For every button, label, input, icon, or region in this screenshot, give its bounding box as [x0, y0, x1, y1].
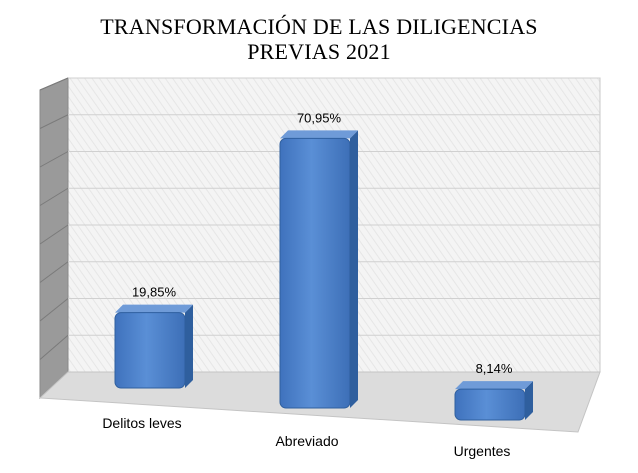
chart-title-line-2: PREVIAS 2021 [247, 39, 391, 64]
gridline-side [39, 334, 69, 360]
chart-title: TRANSFORMACIÓN DE LAS DILIGENCIAS PREVIA… [0, 14, 638, 64]
bar-side [525, 381, 533, 420]
gridline-side [39, 261, 69, 283]
bar-2 [454, 381, 533, 421]
category-label-0: Delitos leves [102, 415, 181, 431]
gridline-side [39, 224, 69, 245]
data-label-0: 19,85% [132, 285, 177, 300]
bar-front [114, 312, 186, 389]
labels: 19,85% Delitos leves 70,95% Abreviado 8,14% U… [102, 110, 513, 459]
chart-title-line-1: TRANSFORMACIÓN DE LAS DILIGENCIAS [100, 14, 538, 39]
gridline-side [39, 187, 69, 206]
bar-front [279, 137, 351, 409]
category-label-2: Urgentes [454, 443, 511, 459]
bar-side [350, 130, 358, 408]
bar-0 [114, 304, 193, 389]
bar-1 [279, 130, 358, 409]
gridline-side [39, 114, 69, 129]
bar-top [115, 304, 193, 313]
data-label-2: 8,14% [476, 361, 513, 376]
bar-side [185, 304, 193, 388]
bar-top [455, 381, 533, 390]
category-label-1: Abreviado [275, 433, 338, 449]
bars [114, 130, 533, 421]
gridline-side [39, 298, 69, 322]
data-label-1: 70,95% [297, 110, 342, 125]
bar-top [280, 130, 358, 139]
gridline-side [39, 77, 69, 91]
bar-front [454, 388, 526, 421]
gridline-side [39, 151, 69, 168]
